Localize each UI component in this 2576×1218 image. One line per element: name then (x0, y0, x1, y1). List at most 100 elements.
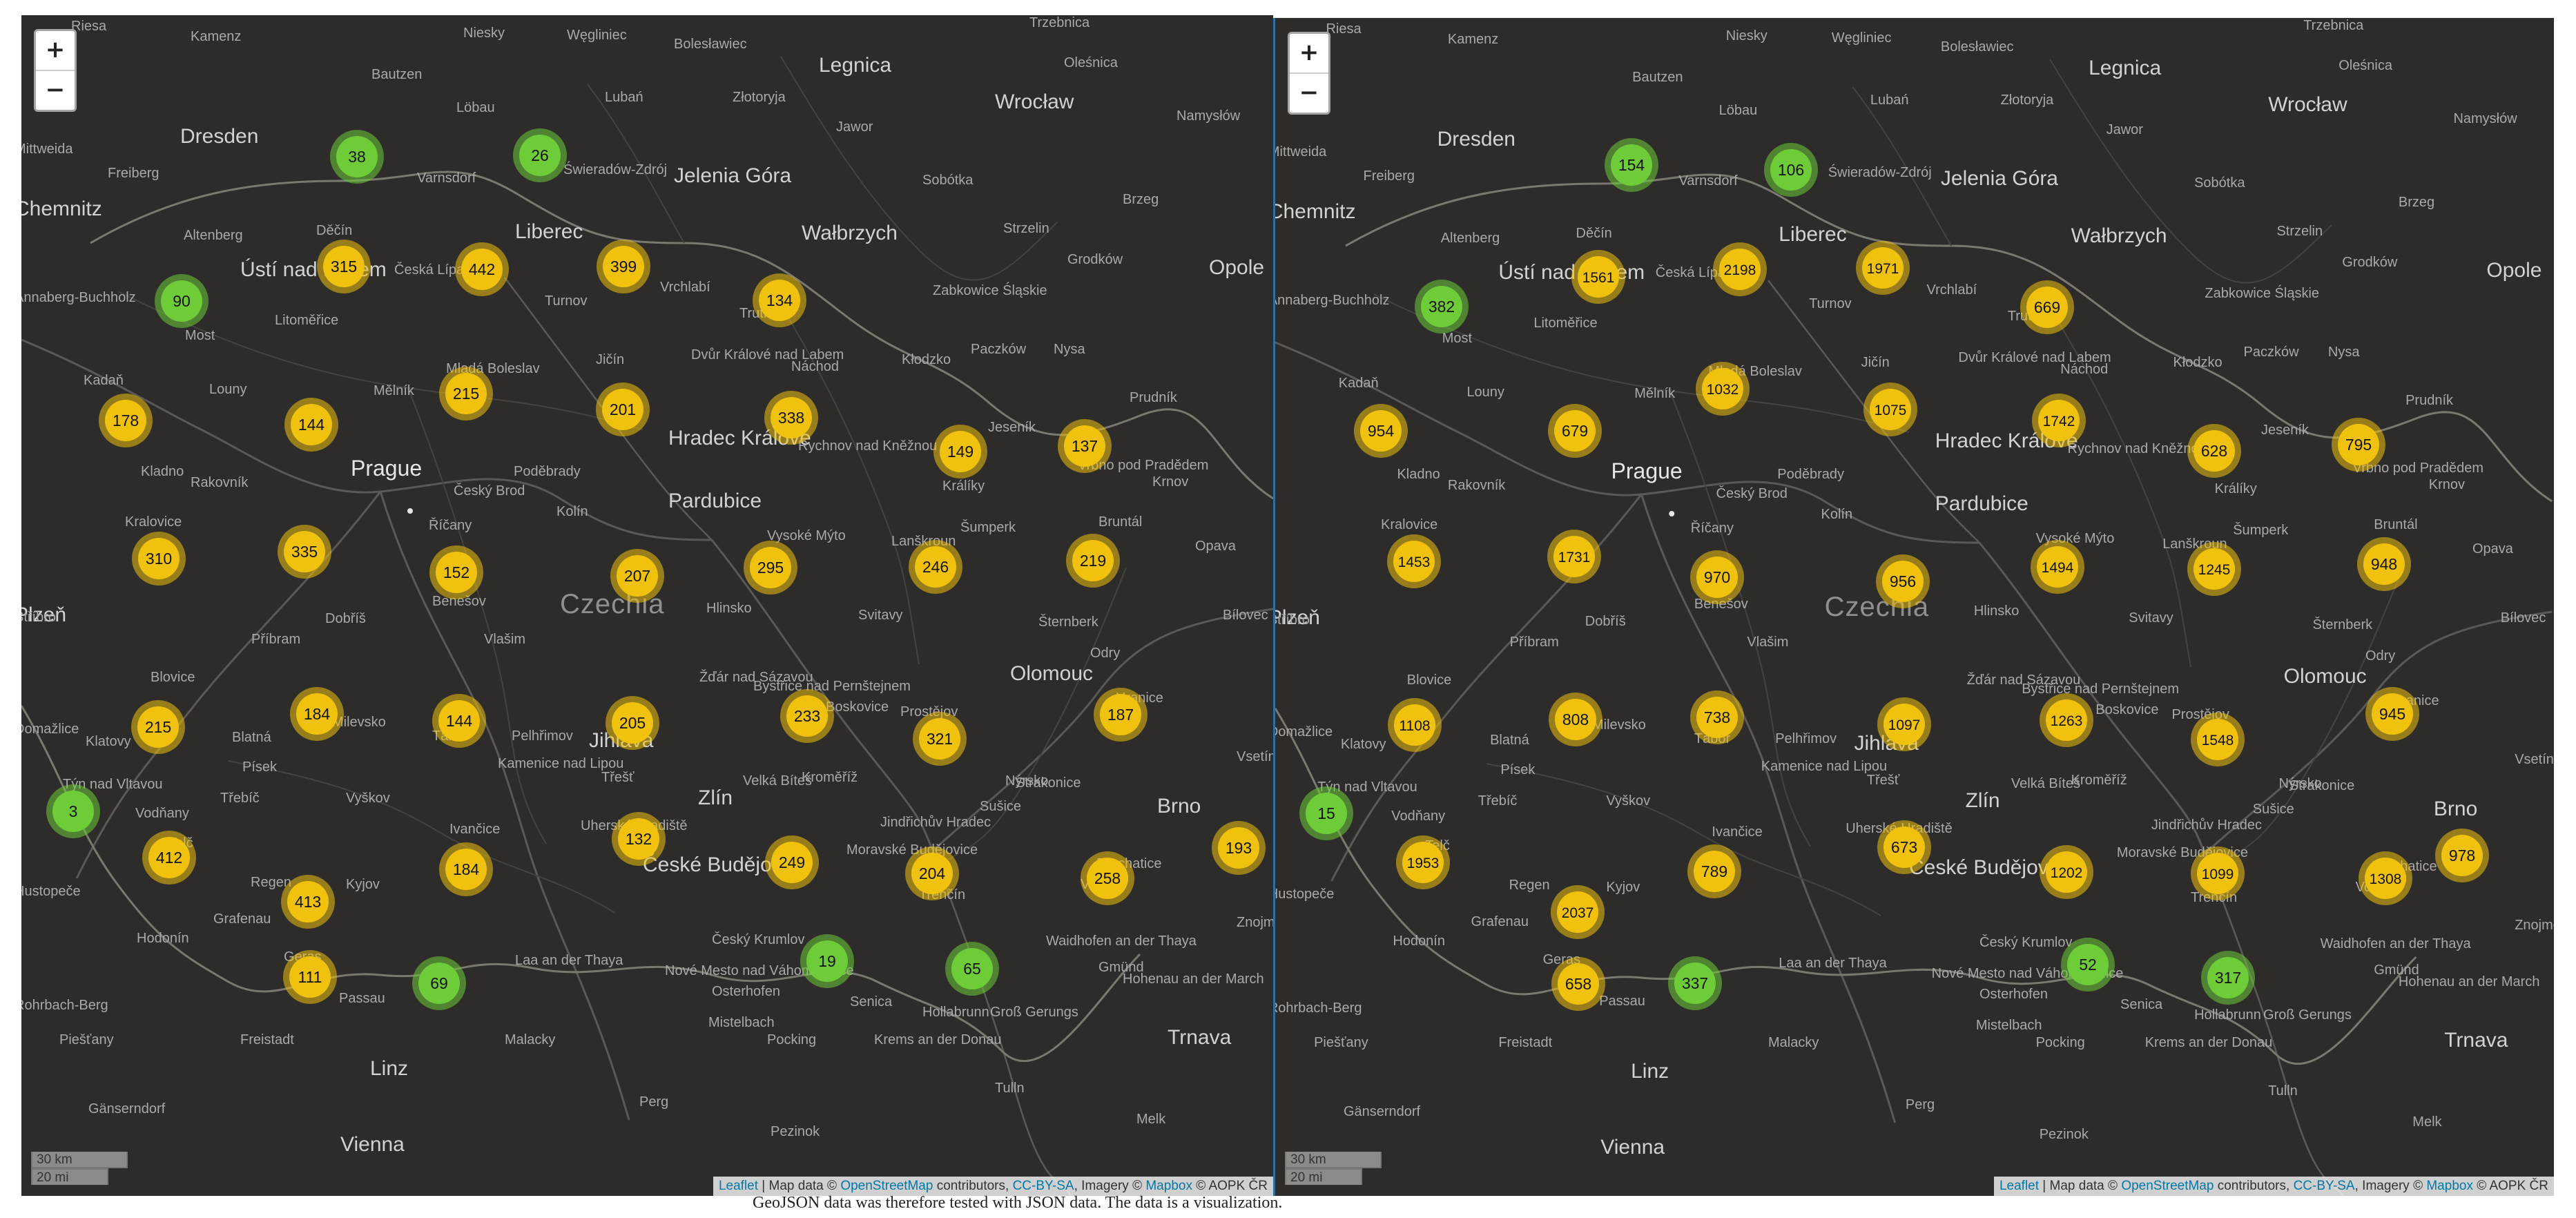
cluster-marker[interactable]: 144 (284, 398, 338, 452)
cluster-marker[interactable]: 315 (317, 240, 371, 293)
cluster-marker[interactable]: 90 (155, 274, 209, 328)
cluster-marker[interactable]: 1742 (2032, 394, 2086, 447)
cluster-marker[interactable]: 945 (2365, 687, 2419, 741)
cluster-marker[interactable]: 233 (780, 689, 834, 743)
cluster-marker[interactable]: 948 (2357, 537, 2411, 591)
cluster-marker[interactable]: 215 (439, 367, 493, 420)
cluster-marker[interactable]: 338 (764, 391, 818, 445)
cluster-marker[interactable]: 337 (1668, 956, 1722, 1010)
cluster-marker[interactable]: 201 (596, 383, 650, 436)
cluster-marker[interactable]: 1308 (2359, 851, 2412, 905)
cluster-marker[interactable]: 19 (800, 934, 854, 988)
cluster-marker[interactable]: 1953 (1396, 835, 1450, 889)
cluster-marker[interactable]: 321 (913, 712, 967, 766)
cluster-marker[interactable]: 1075 (1863, 383, 1917, 436)
cluster-marker[interactable]: 970 (1690, 550, 1744, 604)
cluster-marker[interactable]: 1263 (2040, 693, 2093, 747)
osm-link[interactable]: OpenStreetMap (2121, 1179, 2214, 1193)
cluster-core (1719, 249, 1761, 290)
cluster-marker[interactable]: 1245 (2187, 542, 2241, 596)
cluster-marker[interactable]: 1494 (2031, 540, 2084, 594)
cluster-marker[interactable]: 258 (1081, 851, 1134, 905)
cluster-marker[interactable]: 679 (1548, 404, 1602, 458)
scale-mi: 20 mi (31, 1168, 108, 1185)
cluster-marker[interactable]: 144 (432, 694, 486, 748)
cluster-marker[interactable]: 789 (1687, 844, 1741, 898)
cluster-marker[interactable]: 154 (1605, 138, 1658, 192)
cluster-marker[interactable]: 149 (933, 425, 987, 478)
cluster-marker[interactable]: 2037 (1551, 885, 1605, 939)
zoom-out-button[interactable]: − (36, 70, 75, 110)
cluster-core (1360, 410, 1402, 452)
cluster-marker[interactable]: 399 (597, 240, 650, 293)
cluster-marker[interactable]: 69 (412, 956, 466, 1010)
cluster-marker[interactable]: 204 (905, 847, 959, 900)
cluster-marker[interactable]: 1108 (1388, 698, 1442, 752)
cluster-marker[interactable]: 310 (132, 532, 186, 586)
cluster-marker[interactable]: 1971 (1856, 241, 1910, 295)
cluster-marker[interactable]: 111 (283, 950, 337, 1004)
cluster-marker[interactable]: 184 (290, 687, 344, 741)
cluster-marker[interactable]: 38 (330, 130, 384, 184)
cluster-marker[interactable]: 335 (278, 525, 331, 579)
cluster-marker[interactable]: 3 (46, 784, 100, 838)
cluster-marker[interactable]: 184 (439, 842, 493, 896)
cluster-marker[interactable]: 246 (909, 540, 962, 594)
cluster-marker[interactable]: 215 (131, 700, 185, 754)
cluster-marker[interactable]: 382 (1415, 280, 1469, 334)
right-map[interactable]: Riesa Kamenz Niesky Węgliniec Bolesławiec Leg… (1273, 18, 2554, 1196)
cluster-marker[interactable]: 442 (455, 242, 509, 296)
cluster-marker[interactable]: 1202 (2040, 845, 2093, 899)
cluster-marker[interactable]: 207 (610, 549, 664, 603)
cluster-marker[interactable]: 317 (2201, 951, 2255, 1005)
cluster-marker[interactable]: 412 (142, 831, 196, 884)
cluster-marker[interactable]: 178 (99, 394, 153, 447)
zoom-in-button[interactable]: + (36, 31, 75, 70)
osm-link[interactable]: OpenStreetMap (840, 1179, 933, 1193)
cluster-marker[interactable]: 658 (1551, 957, 1605, 1011)
place-label: Kadaň (84, 373, 124, 388)
cluster-marker[interactable]: 956 (1876, 554, 1930, 608)
cluster-marker[interactable]: 1548 (2191, 713, 2245, 766)
cluster-marker[interactable]: 15 (1299, 786, 1353, 840)
zoom-out-button[interactable]: − (1290, 72, 1328, 113)
cluster-marker[interactable]: 26 (513, 128, 567, 182)
cluster-marker[interactable]: 954 (1354, 404, 1408, 458)
cluster-marker[interactable]: 1032 (1696, 362, 1750, 416)
cluster-marker[interactable]: 1453 (1387, 534, 1441, 588)
cluster-marker[interactable]: 413 (281, 875, 335, 929)
cluster-marker[interactable]: 132 (612, 812, 666, 866)
zoom-in-button[interactable]: + (1290, 34, 1328, 72)
cluster-marker[interactable]: 187 (1094, 688, 1147, 742)
cluster-marker[interactable]: 137 (1058, 419, 1112, 473)
cluster-marker[interactable]: 65 (945, 942, 999, 996)
cluster-marker[interactable]: 152 (429, 545, 483, 599)
cluster-marker[interactable]: 2198 (1713, 242, 1767, 296)
cluster-marker[interactable]: 673 (1877, 820, 1931, 874)
cluster-marker[interactable]: 738 (1690, 690, 1744, 744)
cluster-marker[interactable]: 193 (1212, 821, 1266, 875)
cluster-marker[interactable]: 1731 (1547, 530, 1601, 583)
leaflet-link[interactable]: Leaflet (718, 1179, 759, 1193)
mapbox-link[interactable]: Mapbox (1145, 1179, 1192, 1193)
cluster-marker[interactable]: 205 (606, 696, 659, 750)
leaflet-link[interactable]: Leaflet (1999, 1179, 2040, 1193)
cluster-marker[interactable]: 249 (765, 835, 819, 889)
cluster-marker[interactable]: 1099 (2191, 847, 2245, 900)
cluster-marker[interactable]: 669 (2020, 280, 2074, 334)
cluster-marker[interactable]: 1097 (1877, 697, 1931, 751)
cluster-marker[interactable]: 219 (1066, 534, 1120, 588)
cluster-marker[interactable]: 295 (744, 541, 797, 594)
mapbox-link[interactable]: Mapbox (2426, 1179, 2473, 1193)
cluster-marker[interactable]: 106 (1764, 143, 1818, 197)
cluster-marker[interactable]: 795 (2332, 418, 2385, 472)
license-link[interactable]: CC-BY-SA (1012, 1179, 1074, 1193)
cluster-marker[interactable]: 808 (1549, 693, 1602, 746)
cluster-marker[interactable]: 52 (2061, 938, 2115, 992)
license-link[interactable]: CC-BY-SA (2293, 1179, 2355, 1193)
cluster-marker[interactable]: 1561 (1571, 250, 1625, 304)
left-map[interactable]: Riesa Kamenz Niesky Węgliniec Bolesławiec Leg… (21, 15, 1273, 1196)
cluster-marker[interactable]: 628 (2187, 424, 2241, 478)
cluster-marker[interactable]: 978 (2435, 829, 2489, 882)
cluster-marker[interactable]: 134 (753, 273, 806, 327)
